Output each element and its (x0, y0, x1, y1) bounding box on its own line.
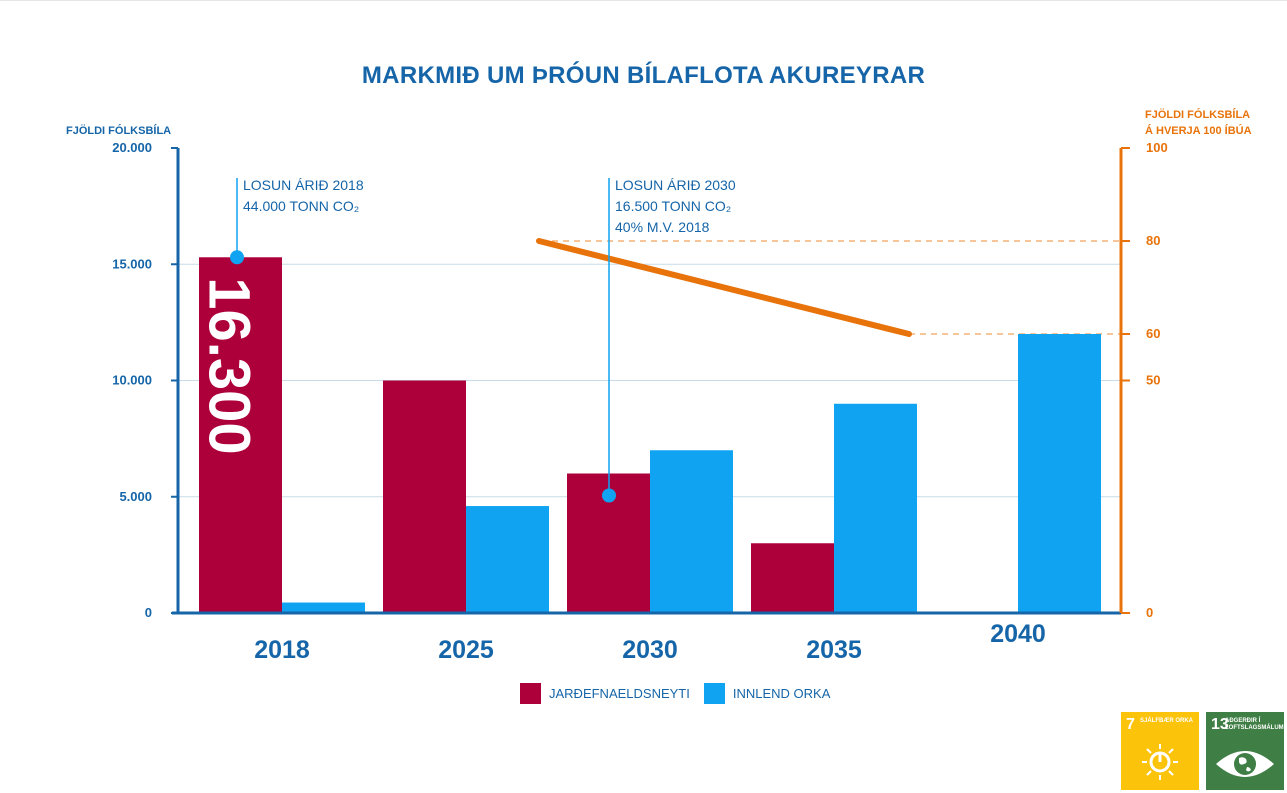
x-tick-label: 2035 (806, 636, 862, 664)
y-tick-label: 0 (145, 605, 152, 620)
sdg-badge-7: 7 SJÁLFBÆR ORKA (1121, 712, 1199, 790)
y2-tick-label: 50 (1146, 373, 1160, 388)
bar (282, 602, 365, 613)
y2-tick-label: 100 (1146, 140, 1168, 155)
annotation-text: 44.000 TONN CO₂ (243, 198, 359, 214)
y-tick-label: 10.000 (112, 373, 152, 388)
annotation-text: 16.500 TONN CO₂ (615, 198, 731, 214)
legend-label-domestic: INNLEND ORKA (732, 686, 831, 701)
bar (650, 450, 733, 613)
bar (199, 257, 282, 613)
bar-chart: 16.300 0 5.000 10.000 15.000 20.000 0 50 60 80 100… (112, 140, 1168, 664)
legend-item-domestic: INNLEND ORKA (703, 683, 831, 704)
y2-axis-title: FJÖLDI FÓLKSBÍLA Á HVERJA 100 ÍBÚA (1145, 107, 1275, 139)
annotation-text: LOSUN ÁRIÐ 2018 (243, 177, 364, 193)
y-tick-label: 20.000 (112, 140, 152, 155)
sdg-number: 13 (1211, 716, 1229, 733)
legend-item-fossil: JARÐEFNAELDSNEYTI (520, 683, 690, 704)
sdg-label: SJÁLFBÆR ORKA (1140, 718, 1194, 724)
annotation-text: LOSUN ÁRIÐ 2030 (615, 177, 736, 193)
y-axis-title: FJÖLDI FÓLKSBÍLA (66, 125, 172, 137)
y2-axis-title-line2: Á HVERJA 100 ÍBÚA (1145, 125, 1252, 137)
sdg-number: 7 (1126, 716, 1135, 733)
eye-globe-icon (1216, 751, 1274, 777)
legend-swatch-fossil (520, 683, 541, 704)
chart-title: MARKMIÐ UM ÞRÓUN BÍLAFLOTA AKUREYRAR (361, 62, 926, 89)
trend-line (536, 238, 912, 337)
x-tick-label: 2030 (622, 636, 678, 664)
bar (1018, 334, 1101, 613)
annotation-dot (602, 488, 616, 503)
annotation-dot (230, 250, 244, 265)
x-tick-label: 2018 (254, 636, 310, 664)
y2-tick-label: 60 (1146, 326, 1160, 341)
y2-axis-title-line1: FJÖLDI FÓLKSBÍLA (1145, 109, 1251, 121)
y2-tick-label: 0 (1146, 605, 1153, 620)
data-label: 16.300 (197, 277, 262, 454)
sdg-label: AÐGERÐIR Í LOFTSLAGSMÁLUM (1225, 718, 1284, 731)
bar (834, 403, 917, 613)
legend-label-fossil: JARÐEFNAELDSNEYTI (549, 686, 690, 701)
y-tick-label: 5.000 (119, 489, 152, 504)
bar (383, 380, 466, 613)
sdg-badge-13: 13 AÐGERÐIR Í LOFTSLAGSMÁLUM (1206, 712, 1284, 790)
y-tick-label: 15.000 (112, 256, 152, 271)
legend: JARÐEFNAELDSNEYTI INNLEND ORKA (520, 683, 844, 704)
bar (466, 506, 549, 613)
top-divider (0, 0, 1287, 1)
x-tick-label: 2040 (990, 620, 1046, 648)
bar (751, 543, 834, 613)
y2-tick-label: 80 (1146, 233, 1160, 248)
annotation-text: 40% M.V. 2018 (615, 219, 710, 235)
sun-power-icon (1142, 744, 1178, 780)
legend-swatch-domestic (703, 683, 725, 704)
x-tick-label: 2025 (438, 636, 494, 664)
